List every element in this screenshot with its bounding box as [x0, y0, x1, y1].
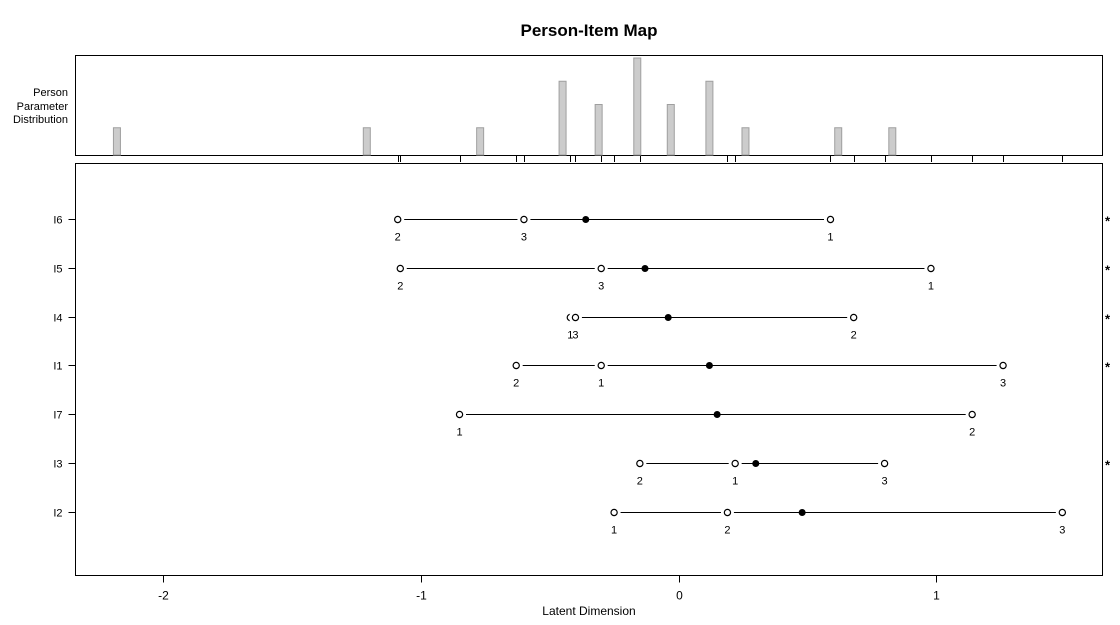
histogram-bar	[633, 57, 642, 156]
histogram-bar	[705, 80, 714, 156]
threshold-category-label: 1	[827, 232, 833, 244]
threshold-category-label: 1	[732, 476, 738, 488]
histogram-bar	[741, 127, 750, 156]
item-location-dot	[582, 216, 590, 223]
threshold-category-label: 1	[456, 427, 462, 439]
threshold-circle	[597, 361, 605, 370]
threshold-circle	[520, 215, 528, 224]
unordered-threshold-star: *	[1105, 312, 1111, 327]
threshold-category-label: 2	[969, 427, 975, 439]
item-label: I1	[53, 361, 62, 373]
histogram-bar	[362, 127, 371, 156]
x-axis-tick-label: 1	[933, 589, 940, 603]
item-location-dot	[705, 362, 713, 369]
unordered-threshold-star: *	[1105, 263, 1111, 278]
histogram-bar	[594, 104, 603, 156]
pp-label-line-3: Distribution	[12, 114, 68, 126]
threshold-category-label: 1	[567, 330, 573, 342]
item-label: I3	[53, 459, 62, 471]
pp-label-line-2: Parameter	[16, 100, 68, 113]
threshold-category-label: 3	[1000, 378, 1006, 390]
threshold-circle	[968, 410, 976, 419]
threshold-category-label: 3	[1059, 525, 1065, 537]
threshold-circle	[610, 508, 618, 517]
histogram-bar	[888, 127, 897, 156]
threshold-circle	[731, 459, 739, 468]
threshold-circle	[927, 264, 935, 273]
item-map-panel	[75, 163, 1103, 576]
threshold-circle	[723, 508, 732, 517]
item-location-dot	[641, 265, 649, 272]
unordered-threshold-star: *	[1105, 360, 1111, 375]
threshold-circle	[880, 459, 889, 468]
item-location-dot	[752, 460, 760, 467]
threshold-circle	[394, 215, 402, 224]
x-axis-label: Latent Dimension	[542, 604, 636, 618]
threshold-category-label: 1	[598, 378, 604, 390]
threshold-circle	[512, 361, 520, 370]
item-label: I4	[53, 313, 62, 325]
threshold-category-label: 2	[395, 232, 401, 244]
threshold-circle	[597, 264, 605, 273]
item-label: I5	[53, 264, 62, 276]
unordered-threshold-star: *	[1105, 458, 1111, 473]
threshold-circle	[1058, 508, 1067, 517]
threshold-category-label: 2	[724, 525, 730, 537]
threshold-circle	[396, 264, 404, 273]
histogram-bar	[834, 127, 843, 156]
person-parameter-distribution-label: Person Parameter Distribution	[6, 87, 68, 128]
x-axis-tick-label: 0	[676, 589, 683, 603]
threshold-category-label: 1	[611, 525, 617, 537]
threshold-circle	[455, 410, 464, 419]
threshold-circle	[849, 313, 858, 322]
threshold-circle	[636, 459, 644, 468]
threshold-category-label: 2	[851, 330, 857, 342]
histogram-bar	[476, 127, 485, 156]
item-location-dot	[713, 411, 721, 418]
item-label: I7	[53, 410, 62, 422]
person-distribution-panel	[75, 55, 1103, 156]
item-location-dot	[798, 509, 806, 516]
threshold-category-label: 3	[521, 232, 527, 244]
threshold-category-label: 1	[928, 281, 934, 293]
item-location-dot	[664, 314, 672, 321]
threshold-category-label: 3	[882, 476, 888, 488]
x-axis-tick-label: -1	[416, 589, 427, 603]
threshold-category-label: 3	[598, 281, 604, 293]
chart-title: Person-Item Map	[520, 21, 658, 40]
unordered-threshold-star: *	[1105, 214, 1111, 229]
threshold-circle	[999, 361, 1007, 370]
histogram-bar	[112, 127, 121, 156]
histogram-bar	[558, 80, 567, 156]
item-label: I2	[53, 508, 62, 520]
threshold-category-label: 2	[513, 378, 519, 390]
x-axis-tick-label: -2	[158, 589, 169, 603]
threshold-category-label: 2	[397, 281, 403, 293]
histogram-bar	[666, 104, 675, 156]
threshold-category-label: 3	[572, 330, 578, 342]
threshold-circle	[571, 313, 580, 322]
threshold-category-label: 2	[637, 476, 643, 488]
pp-label-line-1: Person	[33, 87, 68, 99]
item-label: I6	[53, 215, 62, 227]
threshold-circle	[826, 215, 835, 224]
